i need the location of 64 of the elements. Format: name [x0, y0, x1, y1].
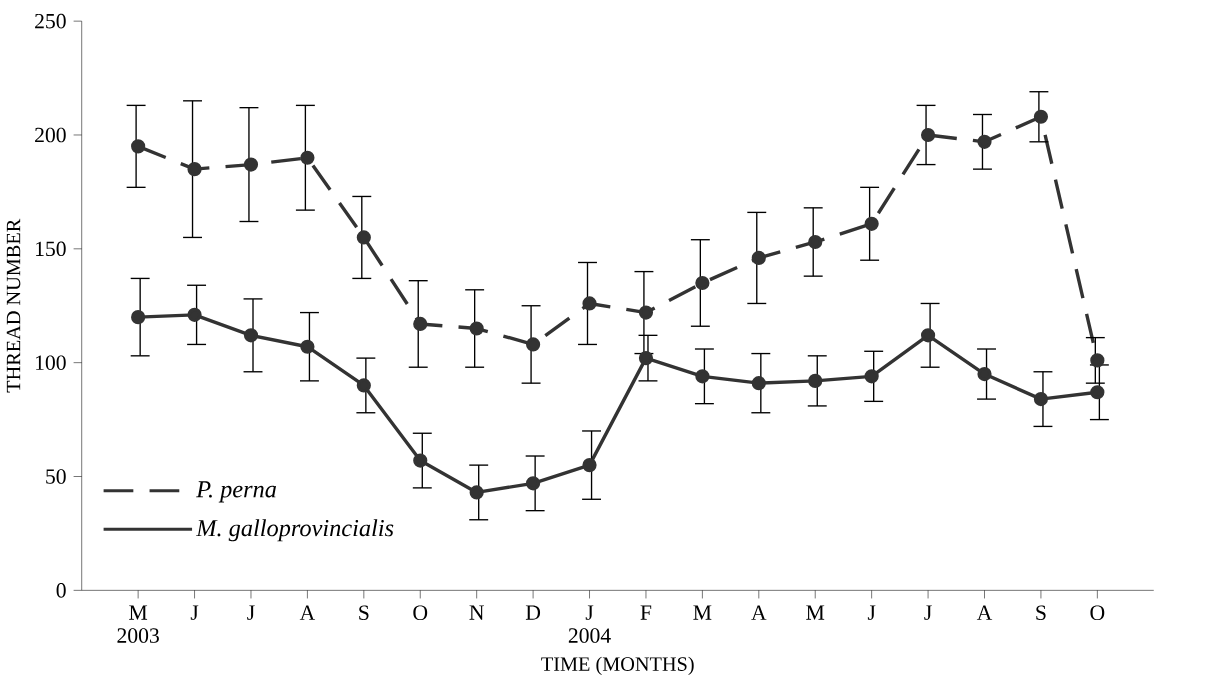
x-tick-label: J: [924, 605, 932, 620]
point: [131, 309, 146, 325]
point: [1090, 385, 1105, 400]
x-tick-label: A: [751, 605, 767, 620]
point: [1090, 353, 1105, 368]
point: [469, 321, 484, 336]
y-axis-title: THREAD NUMBER: [6, 218, 21, 393]
point: [243, 157, 259, 172]
point: [1033, 391, 1049, 407]
point: [638, 350, 654, 366]
y-tick-label: 0: [56, 582, 66, 598]
point: [977, 134, 992, 149]
point: [526, 476, 541, 491]
point: [300, 150, 315, 165]
point: [1033, 109, 1049, 124]
y-tick-label: 200: [35, 127, 66, 143]
x-tick-label: A: [299, 605, 316, 620]
point: [187, 161, 202, 177]
point: [187, 307, 202, 322]
x-tick-label: M: [806, 605, 825, 620]
point: [413, 453, 428, 468]
x-tick-label: J: [190, 605, 199, 620]
point: [808, 373, 823, 388]
point: [977, 366, 992, 382]
x-tick-label: M 2003: [117, 605, 159, 643]
x-tick-label: J: [247, 605, 255, 620]
point: [864, 216, 879, 231]
y-tick-label: 150: [36, 241, 66, 257]
legend-label: P. perna: [196, 481, 276, 503]
point: [300, 339, 315, 354]
point: [356, 378, 371, 393]
point: [751, 250, 766, 265]
point: [695, 369, 710, 384]
x-tick-label: S: [1036, 605, 1046, 620]
x-tick-label: D: [525, 605, 541, 620]
point: [413, 316, 428, 331]
point: [243, 328, 259, 343]
y-tick-label: 50: [46, 469, 66, 484]
x-tick-label: S: [359, 605, 369, 620]
x-tick-label: A: [976, 605, 993, 620]
point: [526, 337, 541, 352]
x-tick-label: N: [469, 605, 484, 620]
point: [131, 139, 146, 154]
point: [582, 296, 597, 311]
x-tick-label: M: [693, 605, 712, 620]
point: [920, 127, 936, 142]
x-tick-label: J 2004: [568, 605, 611, 643]
point: [356, 230, 371, 245]
x-tick-label: J: [867, 605, 876, 620]
point: [695, 275, 710, 290]
x-tick-label: O: [413, 605, 428, 620]
point: [469, 485, 484, 500]
x-tick-label: F: [640, 605, 652, 620]
point: [920, 328, 936, 343]
legend-label: M. galloprovincialis: [195, 519, 394, 542]
y-tick-label: 250: [35, 13, 66, 29]
x-axis-title: TIME (MONTHS): [541, 656, 694, 675]
y-tick-label: 100: [36, 355, 66, 370]
point: [751, 375, 766, 391]
point: [864, 369, 879, 384]
point: [638, 305, 654, 320]
point: [582, 457, 597, 473]
point: [808, 234, 823, 249]
x-tick-label: O: [1090, 605, 1105, 620]
